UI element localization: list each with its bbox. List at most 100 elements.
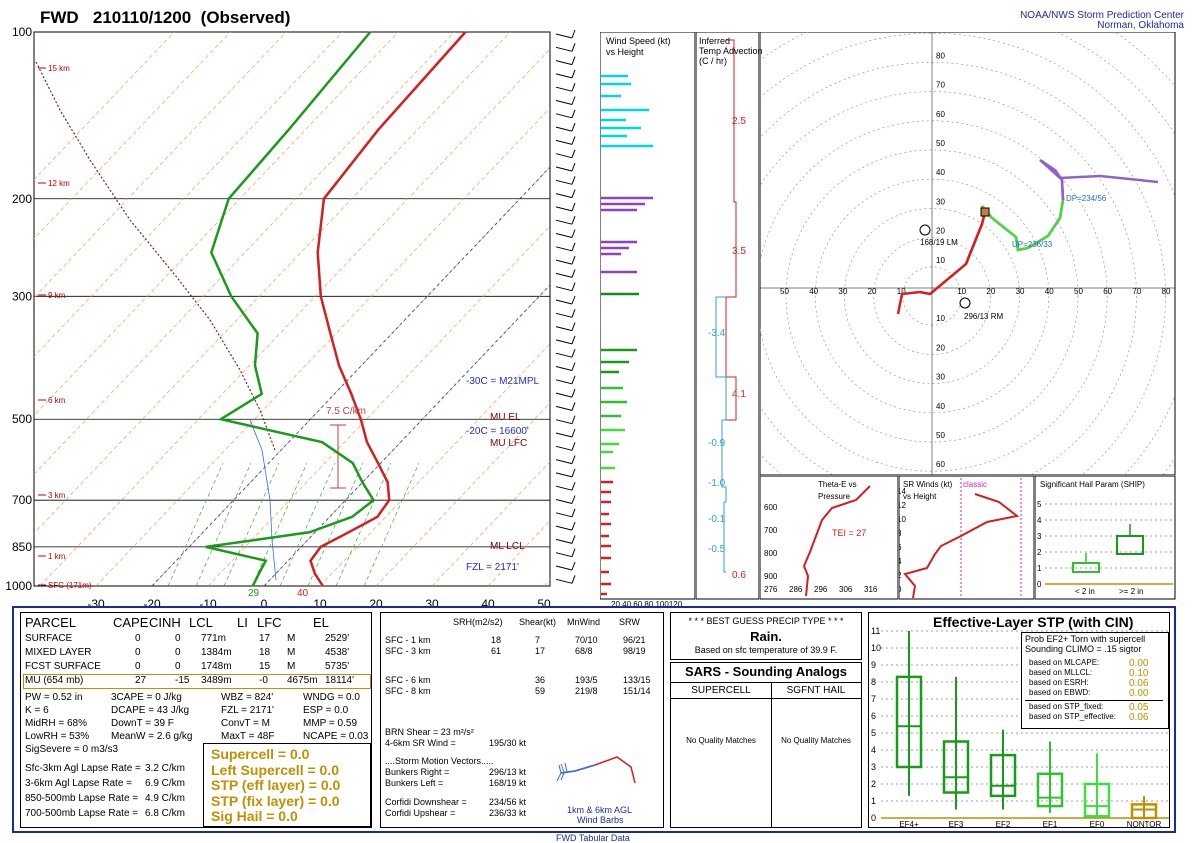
pressure-label: 300 [12, 289, 32, 303]
stp-prob-line1: Prob EF2+ Torn with supercell [1025, 634, 1146, 644]
stp-based-value: 0.00 [1129, 658, 1149, 669]
lapse-rate: 700-500mb Lapse Rate = [25, 808, 139, 819]
sfc-dewpoint-label: 29 [248, 588, 260, 599]
rm-label: 296/13 RM [964, 312, 1003, 321]
stp-cat-label: EF1 [1043, 820, 1058, 827]
wind-barb-flag [571, 96, 576, 105]
lapse-rate: 6.9 C/km [145, 778, 186, 789]
stp-cat-label: EF0 [1090, 820, 1105, 827]
mixing-ratio-line [335, 462, 392, 587]
stp-cat-label: NONTOR [1127, 820, 1162, 827]
hodo-ring-label: 60 [936, 460, 945, 469]
wind-barb [555, 352, 573, 358]
parcel-col-header: LCL [189, 615, 213, 630]
mixing-ratio-line [195, 462, 252, 587]
kin-cell: SFC - 3 km [385, 646, 431, 656]
stp-box [989, 753, 1017, 798]
corfidi-marker [980, 207, 990, 217]
wind-barb [555, 392, 573, 398]
misc-param: K = 6 [25, 705, 49, 716]
lm-label: 168/19 LM [920, 238, 958, 247]
dewpoint-point [351, 462, 354, 464]
kin-cell: 96/21 [623, 635, 646, 645]
pressure-label: 500 [12, 412, 32, 426]
sars-nomatch-hail: No Quality Matches [781, 736, 851, 745]
hodo-frame [760, 32, 1176, 476]
stp-prob-line2: Sounding CLIMO = .15 sigtor [1025, 644, 1142, 654]
advection-value: 3.5 [732, 246, 746, 257]
parcel-cell: 18 [259, 647, 271, 658]
wind-barb [555, 552, 573, 558]
isotherm [319, 343, 550, 586]
hodo-x-label: 20 [868, 287, 877, 296]
wetbulb-profile [249, 419, 277, 581]
wind-barb-flag [571, 349, 576, 358]
precip-note: Based on sfc temperature of 39.9 F. [694, 645, 838, 655]
wind-barb [555, 286, 573, 292]
height-label: 1 km [48, 552, 66, 561]
page-title: FWD 210110/1200 (Observed) [40, 8, 291, 27]
dp-label: DP=234/56 [1066, 194, 1107, 203]
ship-y-label: 3 [1037, 532, 1042, 541]
misc-param: ESP = 0.0 [303, 705, 349, 716]
wind-panel-subtitle: vs Height [606, 47, 644, 57]
advection-value: -1.0 [708, 478, 726, 489]
stp-title: Effective-Layer STP (with CIN) [933, 614, 1134, 630]
stp-based-label: based on EBWD: [1029, 688, 1091, 697]
temperature-point [319, 295, 322, 298]
kin-col-header: SRW [619, 617, 640, 627]
stp-box [1083, 782, 1111, 818]
hodo-x-label: 40 [1045, 287, 1054, 296]
wind-barb-flag [571, 29, 576, 39]
hodo-x-label: 30 [838, 287, 847, 296]
misc-param: PW = 0.52 in [25, 692, 83, 703]
parcel-cell: 27 [135, 675, 147, 686]
fzl-label: FZL = 2171' [466, 562, 519, 573]
parcel-cell: SURFACE [25, 633, 73, 644]
parcel-header: PARCEL CAPE CINH LCL LI LFC EL [25, 615, 369, 631]
wind-barb-flag [571, 122, 576, 132]
stp-y-label: 8 [871, 677, 876, 687]
wind-barb [555, 578, 573, 584]
wind-barb-flag [571, 521, 576, 531]
temperature-point [309, 559, 312, 562]
parcel-cell: FCST SURFACE [25, 661, 101, 672]
dry-adiabat [35, 61, 276, 451]
temperature-point [329, 332, 332, 335]
mixing-ratio-line [363, 462, 420, 587]
stp-y-label: 9 [871, 660, 876, 670]
srw-y-label: 8 [899, 529, 902, 538]
theta-title2: Pressure [818, 492, 851, 501]
hodo-x-label: 40 [809, 287, 818, 296]
theta-x-label: 276 [764, 585, 778, 594]
isotherm [34, 32, 343, 358]
hodo-trace-lowlevel [964, 211, 987, 265]
kin-col-header: SRH(m2/s2) [453, 617, 503, 627]
wind-barb [555, 512, 573, 518]
m20c-label: -20C = 16600' [466, 426, 529, 437]
dewpoint-point [264, 559, 267, 562]
advection-value: 4.1 [732, 389, 746, 400]
kin-cell: SFC - 6 km [385, 675, 431, 685]
pressure-label: 1000 [5, 579, 32, 593]
hodo-ring [760, 91, 1137, 475]
srw-y-label: 12 [899, 501, 906, 510]
parcel-col-header: LI [237, 615, 248, 630]
hodo-ring-label: 60 [936, 110, 945, 119]
ship-cat-ge2: >= 2 in [1119, 587, 1143, 596]
ship-frame [1035, 476, 1176, 600]
composite-box [203, 743, 371, 827]
stp-separator [1025, 700, 1163, 701]
hodo-x-label: 10 [957, 287, 966, 296]
hodo-ring-label: 10 [936, 256, 945, 265]
isotherm [487, 520, 550, 586]
parcel-cell: 15 [259, 661, 271, 672]
sars-header-line [671, 682, 861, 683]
hodo-ring-label: 50 [936, 431, 945, 440]
stp-y-label: 10 [871, 643, 881, 653]
isotherm [151, 166, 550, 586]
height-label: 15 km [48, 64, 70, 73]
misc-param: WBZ = 824' [221, 692, 274, 703]
precip-value: Rain. [750, 629, 782, 644]
temperature-profile [309, 31, 467, 587]
